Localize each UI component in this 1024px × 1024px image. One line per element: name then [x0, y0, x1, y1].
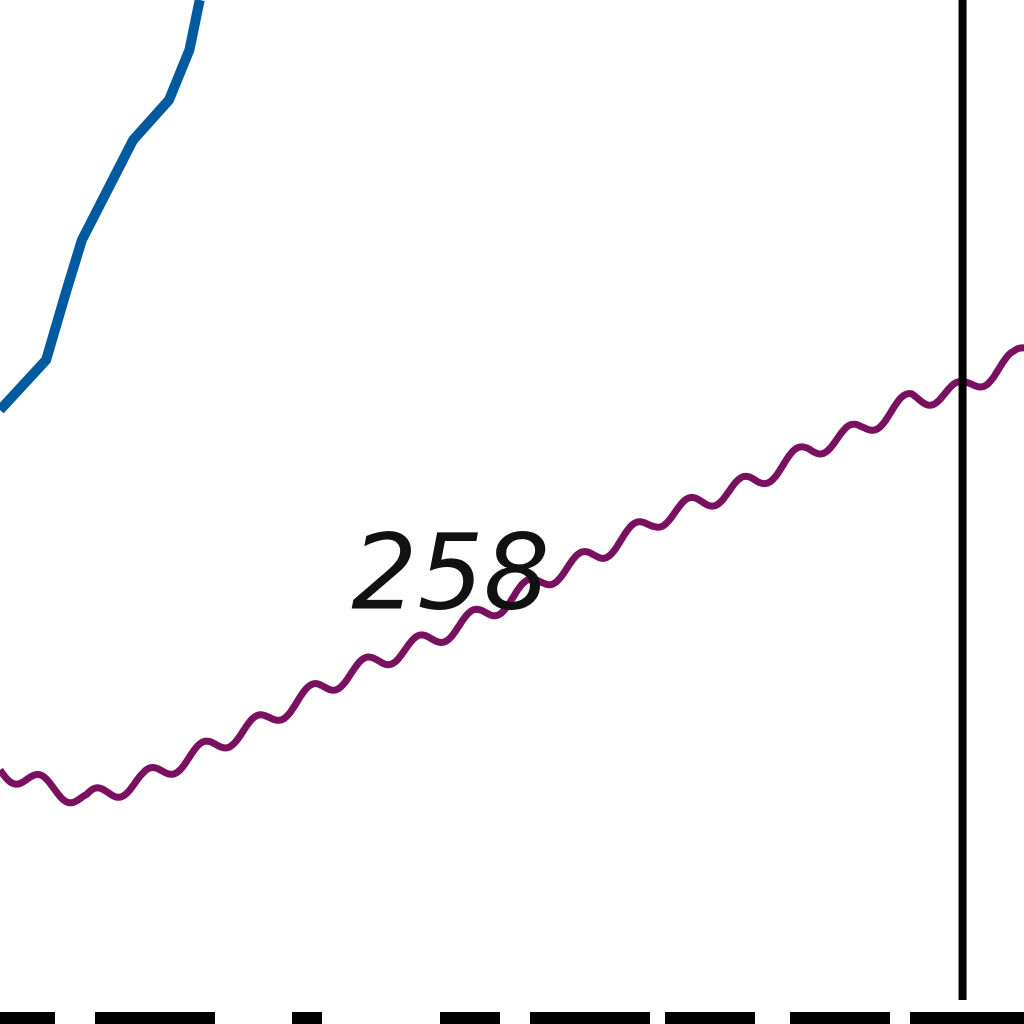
series-1-line	[0, 344, 1024, 807]
series-layer	[0, 0, 1024, 807]
series-0-line	[0, 0, 205, 414]
data-label-0: 258	[351, 511, 550, 633]
cropped-tick-labels	[0, 1012, 1024, 1024]
data-label-layer: 258	[351, 511, 550, 633]
